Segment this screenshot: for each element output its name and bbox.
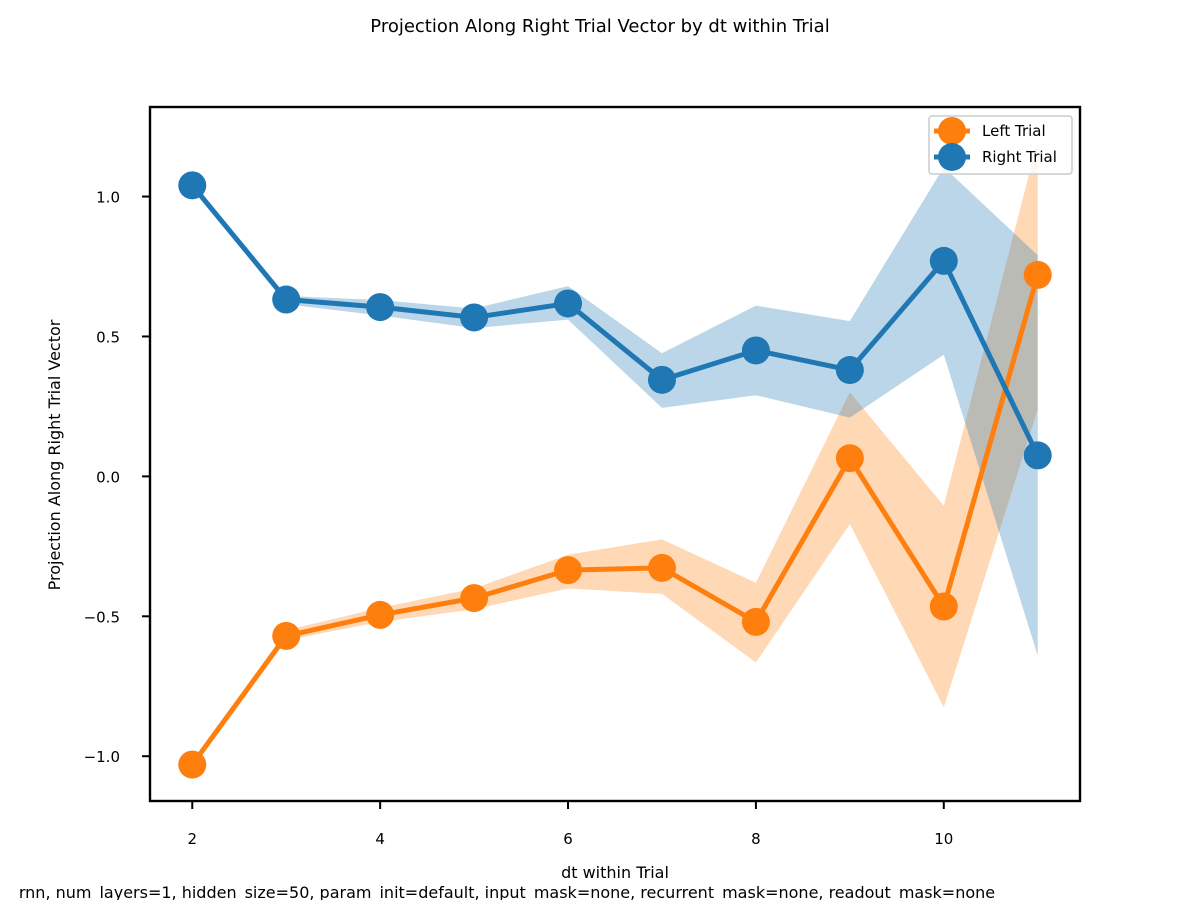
markers-layer bbox=[178, 171, 1052, 779]
x-tick-label: 4 bbox=[375, 830, 385, 848]
lines-layer bbox=[190, 183, 1041, 767]
y-tick-label: 1.0 bbox=[96, 189, 120, 207]
x-axis-label: dt within Trial bbox=[561, 863, 669, 882]
left-trial-point bbox=[178, 750, 207, 779]
left-trial-point bbox=[460, 584, 489, 613]
y-ticks: −1.0 −0.5 0.0 0.5 1.0 bbox=[84, 189, 150, 766]
y-tick-label: 0.0 bbox=[96, 468, 120, 486]
left-trial-legend-label: Left Trial bbox=[982, 122, 1046, 140]
bands-layer bbox=[192, 140, 1038, 765]
x-tick-label: 2 bbox=[187, 830, 197, 848]
x-ticks: 2 4 6 8 10 bbox=[187, 801, 953, 848]
right-trial-confidence-band bbox=[192, 167, 1038, 656]
right-trial-point bbox=[460, 303, 489, 332]
plot-frame bbox=[148, 105, 1082, 803]
right-trial-line bbox=[190, 183, 1040, 457]
left-trial-point bbox=[647, 553, 676, 582]
x-tick-label: 6 bbox=[563, 830, 573, 848]
right-trial-point bbox=[741, 336, 770, 365]
y-axis-label: Projection Along Right Trial Vector bbox=[45, 319, 64, 590]
left-trial-point bbox=[272, 621, 301, 650]
left-trial-point bbox=[554, 556, 583, 585]
left-trial-point bbox=[1023, 260, 1052, 289]
right-trial-legend-marker bbox=[938, 143, 966, 171]
chart-title: Projection Along Right Trial Vector by d… bbox=[370, 16, 829, 37]
y-tick-label: −1.0 bbox=[84, 748, 120, 766]
left-trial-point bbox=[366, 600, 395, 629]
right-trial-point bbox=[929, 246, 958, 275]
x-tick-label: 10 bbox=[934, 830, 953, 848]
left-trial-legend-marker bbox=[938, 117, 966, 145]
right-trial-point bbox=[835, 356, 864, 385]
left-trial-point bbox=[929, 592, 958, 621]
right-trial-point bbox=[272, 285, 301, 314]
footer-caption: rnn, num_layers=1, hidden_size=50, param… bbox=[19, 883, 995, 900]
right-trial-point bbox=[554, 289, 583, 318]
left-trial-point bbox=[835, 444, 864, 473]
right-trial-point bbox=[366, 293, 395, 322]
left-trial-line bbox=[190, 274, 1041, 767]
y-tick-label: −0.5 bbox=[84, 608, 120, 626]
x-tick-label: 8 bbox=[751, 830, 761, 848]
y-tick-label: 0.5 bbox=[96, 328, 120, 346]
right-trial-legend-label: Right Trial bbox=[982, 148, 1057, 166]
right-trial-point bbox=[1023, 441, 1052, 470]
right-trial-point bbox=[647, 365, 676, 394]
left-trial-point bbox=[741, 607, 770, 636]
legend: Left Trial Right Trial bbox=[928, 115, 1073, 175]
right-trial-point bbox=[178, 171, 207, 200]
